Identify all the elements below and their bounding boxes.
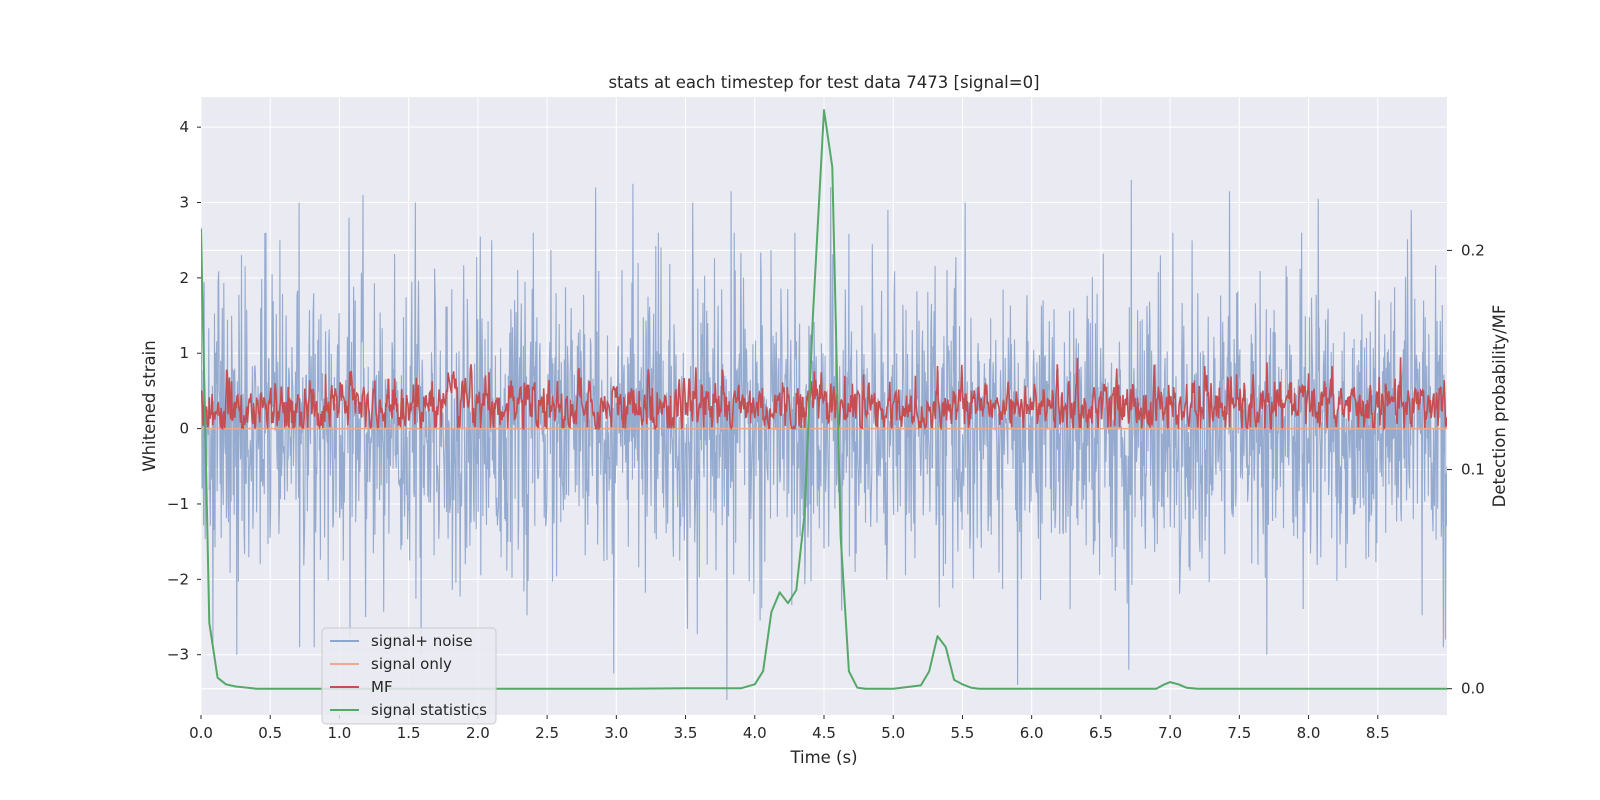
y-tick-label: −3: [167, 646, 189, 664]
x-tick-label: 2.0: [466, 724, 490, 742]
x-tick-label: 8.0: [1297, 724, 1321, 742]
x-tick-label: 0.5: [258, 724, 282, 742]
x-tick-label: 3.5: [674, 724, 698, 742]
data-layer: [201, 109, 1447, 700]
y2-axis-ticks: 0.0 0.1 0.2: [1447, 241, 1485, 698]
x-tick-label: 6.5: [1089, 724, 1113, 742]
legend-label-signal-statistics: signal statistics: [371, 701, 487, 719]
x-tick-label: 1.5: [397, 724, 421, 742]
y-tick-label: 3: [179, 194, 189, 212]
y-tick-label: 1: [179, 344, 189, 362]
chart-title: stats at each timestep for test data 747…: [608, 73, 1039, 92]
x-tick-label: 8.5: [1366, 724, 1390, 742]
x-tick-label: 1.0: [328, 724, 352, 742]
legend-label-mf: MF: [371, 678, 393, 696]
x-tick-label: 3.0: [604, 724, 628, 742]
y2-tick-label: 0.2: [1461, 241, 1485, 259]
legend-label-signal-noise: signal+ noise: [371, 632, 473, 650]
y-tick-label: 4: [179, 118, 189, 136]
legend-frame: [321, 627, 497, 725]
x-tick-label: 2.5: [535, 724, 559, 742]
legend: signal+ noise signal only MF signal stat…: [321, 627, 497, 725]
x-tick-label: 7.5: [1227, 724, 1251, 742]
y-tick-label: 2: [179, 269, 189, 287]
x-tick-label: 7.0: [1158, 724, 1182, 742]
x-tick-label: 4.0: [743, 724, 767, 742]
x-tick-label: 4.5: [812, 724, 836, 742]
y2-tick-label: 0.1: [1461, 461, 1485, 479]
x-axis-ticks: 0.0 0.5 1.0 1.5 2.0 2.5 3.0 3.5 4.0 4.5 5.0 5.5 6.0 6…: [189, 715, 1390, 742]
y-tick-label: −2: [167, 570, 189, 588]
x-tick-label: 6.0: [1020, 724, 1044, 742]
y-tick-label: −1: [167, 495, 189, 513]
legend-label-signal-only: signal only: [371, 655, 452, 673]
x-tick-label: 5.5: [951, 724, 975, 742]
x-tick-label: 0.0: [189, 724, 213, 742]
y-axis-label: Whitened strain: [140, 340, 159, 471]
y-tick-label: 0: [179, 420, 189, 438]
series-signal-noise: [201, 179, 1447, 700]
y-axis-ticks: −3 −2 −1 0 1 2 3 4: [167, 118, 201, 664]
y2-tick-label: 0.0: [1461, 680, 1485, 698]
x-tick-label: 5.0: [881, 724, 905, 742]
series-mf: [201, 357, 1447, 431]
y2-axis-label: Detection probability/MF: [1490, 305, 1509, 508]
x-axis-label: Time (s): [789, 748, 857, 767]
